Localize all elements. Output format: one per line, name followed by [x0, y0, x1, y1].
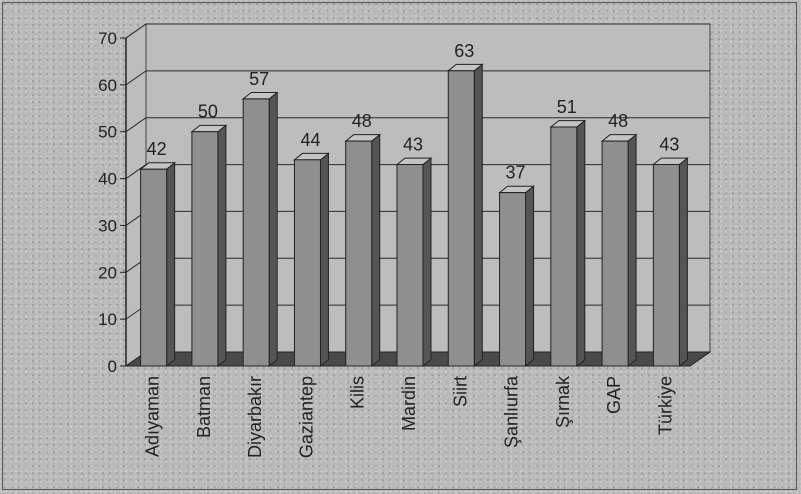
- bar-front: [396, 164, 424, 367]
- data-label: 51: [557, 97, 577, 117]
- x-tick-label: Gaziantep: [296, 376, 316, 458]
- bar-front: [447, 70, 475, 367]
- bar-front: [601, 140, 629, 367]
- bar-side: [678, 157, 688, 368]
- bar: [498, 185, 535, 368]
- y-tick-label: 40: [98, 170, 117, 189]
- bar: [651, 157, 689, 368]
- bar: [293, 152, 330, 368]
- data-label: 44: [300, 130, 320, 150]
- bar-side: [319, 152, 329, 368]
- bar-front: [191, 131, 219, 367]
- x-tick-label: Siirt: [450, 376, 470, 407]
- gridline-side: [125, 70, 147, 86]
- bar: [344, 133, 382, 368]
- gridline-side: [125, 164, 147, 179]
- x-tick-label: GAP: [604, 376, 624, 414]
- data-label: 57: [249, 69, 269, 89]
- x-tick-label: Türkiye: [655, 376, 675, 435]
- x-tick-label: Şanlıurfa: [502, 375, 522, 448]
- bar-side: [473, 63, 483, 368]
- bar-front: [499, 192, 527, 367]
- bar-side: [166, 161, 176, 368]
- bar: [549, 119, 587, 368]
- y-tick-label: 70: [98, 29, 117, 48]
- x-tick-labels: Adıyaman Batman Diyarbakır Gaziantep Kilis Ma…: [143, 375, 676, 458]
- bar-side: [217, 124, 227, 368]
- data-label: 37: [506, 163, 526, 183]
- bar: [600, 133, 638, 368]
- y-tick-label: 30: [98, 216, 117, 235]
- y-tick-label: 60: [98, 76, 117, 95]
- y-tick-labels: 0 10 20 30 40 50 60 70: [98, 29, 117, 376]
- data-labels: 42 50 57 44 48 43 63 37 51 48 43: [147, 41, 680, 183]
- gridline-side: [125, 23, 147, 39]
- data-label: 43: [659, 135, 679, 155]
- x-tick-label: Batman: [194, 376, 214, 438]
- x-tick-label: Mardin: [399, 376, 419, 431]
- bar: [395, 157, 433, 368]
- x-tick-label: Kilis: [348, 376, 368, 409]
- bar-side: [268, 91, 278, 368]
- bar: [241, 91, 279, 368]
- bar-side: [371, 133, 381, 368]
- bar-front: [550, 126, 578, 367]
- bars: [139, 63, 689, 368]
- data-label: 50: [198, 102, 218, 122]
- x-tick-label: Diyarbakır: [245, 376, 265, 458]
- y-tick-label: 10: [98, 310, 117, 329]
- data-label: 43: [403, 135, 423, 155]
- data-label: 48: [352, 111, 372, 131]
- y-tick-label: 0: [108, 357, 117, 376]
- data-label: 42: [147, 139, 167, 159]
- bar-side: [525, 185, 535, 368]
- y-tick-label: 20: [98, 263, 117, 282]
- bar-side: [627, 133, 637, 368]
- bar: [446, 63, 484, 368]
- gridline-side: [125, 117, 147, 133]
- x-tick-label: Adıyaman: [143, 376, 163, 457]
- x-tick-label: Şırnak: [553, 375, 573, 428]
- bar-front: [293, 159, 321, 367]
- data-label: 48: [608, 111, 628, 131]
- bar: [190, 124, 228, 368]
- y-tick-label: 50: [98, 123, 117, 142]
- y-axis: [120, 37, 127, 367]
- data-label: 63: [454, 41, 474, 61]
- bar-front: [242, 98, 270, 367]
- bar-side: [422, 157, 432, 368]
- bar-front: [140, 168, 168, 367]
- bar-side: [576, 119, 586, 368]
- bar-front: [345, 140, 373, 367]
- bar: [139, 161, 177, 368]
- bar-front: [652, 164, 680, 367]
